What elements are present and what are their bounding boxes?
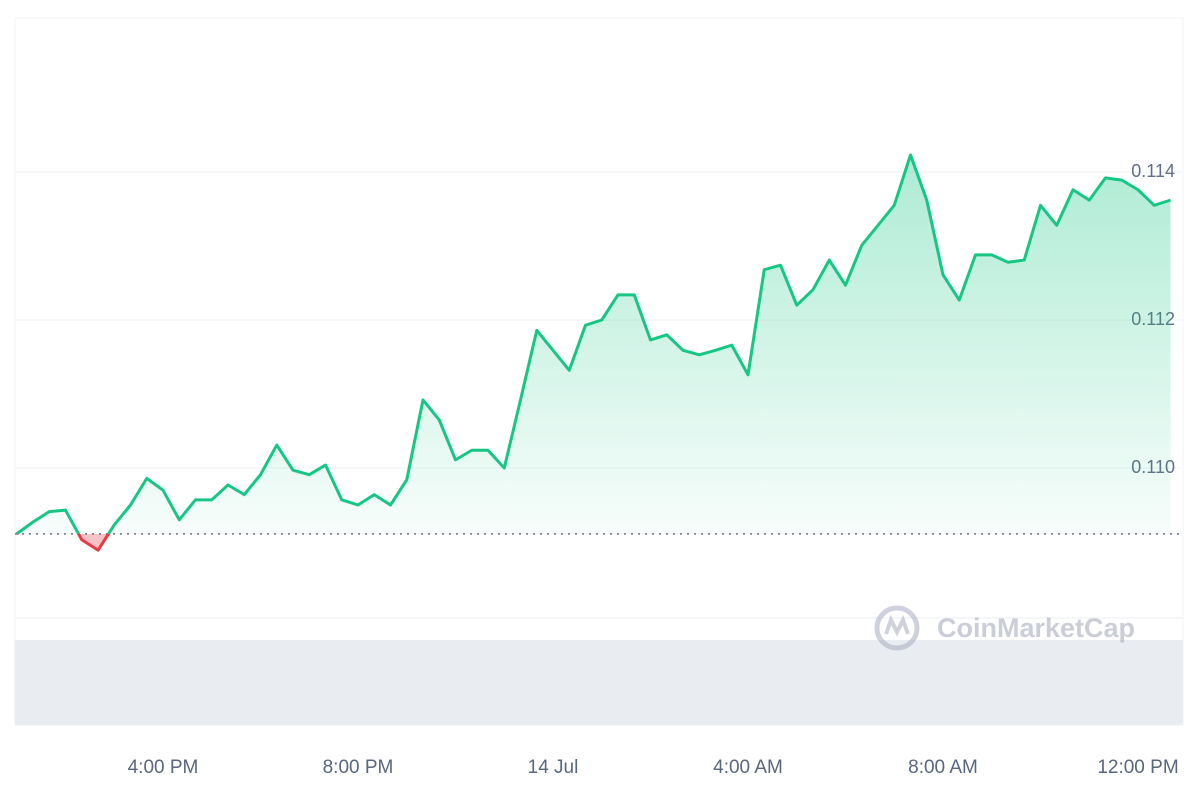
x-tick-label: 8:00 AM (908, 757, 978, 778)
watermark: CoinMarketCap (937, 613, 1135, 643)
x-tick-label: 14 Jul (528, 757, 579, 778)
x-tick-label: 8:00 PM (323, 757, 394, 778)
area-above (16, 154, 1171, 534)
watermark-logo (874, 605, 920, 651)
y-tick-label: 0.114 (1131, 161, 1175, 181)
x-tick-label: 4:00 AM (713, 757, 783, 778)
x-tick-label: 4:00 PM (128, 757, 199, 778)
volume-area (15, 640, 1183, 725)
x-tick-label: 12:00 PM (1097, 757, 1178, 778)
price-line (15, 153, 1171, 534)
